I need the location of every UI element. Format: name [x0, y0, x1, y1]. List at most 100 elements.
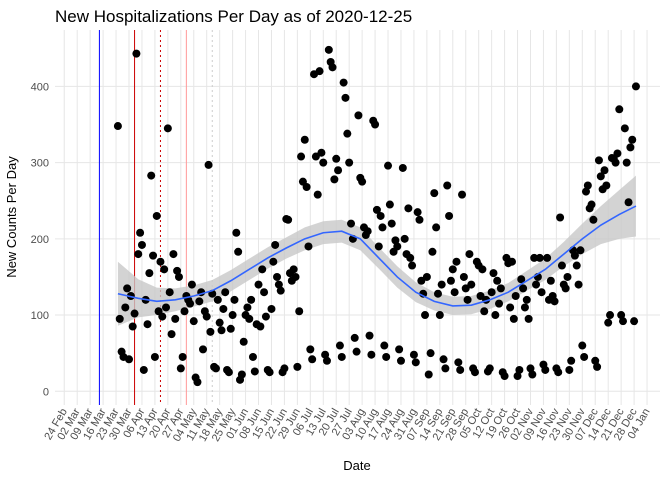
- point: [535, 253, 544, 262]
- point: [250, 367, 259, 376]
- point: [396, 356, 405, 365]
- point: [576, 246, 585, 255]
- point: [622, 158, 631, 167]
- point: [302, 183, 311, 192]
- point: [319, 158, 328, 167]
- point: [274, 280, 283, 289]
- point: [334, 166, 343, 175]
- point: [537, 288, 546, 297]
- point: [459, 272, 468, 281]
- point: [358, 177, 367, 186]
- point: [341, 93, 350, 102]
- point: [596, 172, 605, 181]
- point: [300, 135, 309, 144]
- point: [409, 350, 418, 359]
- point: [630, 317, 639, 326]
- point: [382, 352, 391, 361]
- point: [594, 156, 603, 165]
- point: [271, 240, 280, 249]
- point: [367, 350, 376, 359]
- point: [437, 280, 446, 289]
- point: [511, 292, 520, 301]
- point: [134, 250, 143, 259]
- point: [291, 272, 300, 281]
- point: [234, 247, 243, 256]
- point: [611, 158, 620, 167]
- point: [269, 257, 278, 266]
- point: [276, 286, 285, 295]
- point: [487, 288, 496, 297]
- point: [374, 242, 383, 251]
- point: [387, 219, 396, 228]
- point: [495, 299, 504, 308]
- point: [393, 242, 402, 251]
- point: [202, 312, 211, 321]
- point: [226, 324, 235, 333]
- point: [606, 311, 615, 320]
- point: [513, 372, 522, 381]
- point: [128, 322, 137, 331]
- point: [324, 45, 333, 54]
- point: [345, 158, 354, 167]
- point: [147, 171, 156, 180]
- point: [541, 365, 550, 374]
- point: [519, 284, 528, 293]
- point: [221, 288, 230, 297]
- point: [322, 356, 331, 365]
- point: [480, 307, 489, 316]
- point: [532, 280, 541, 289]
- point: [530, 253, 539, 262]
- point: [173, 266, 182, 275]
- point: [509, 314, 518, 323]
- point: [284, 215, 293, 224]
- point: [213, 295, 222, 304]
- point: [136, 228, 145, 237]
- point: [446, 276, 455, 285]
- point: [150, 352, 159, 361]
- point: [313, 190, 322, 199]
- point: [567, 356, 576, 365]
- point: [217, 326, 226, 335]
- point: [400, 234, 409, 243]
- point: [485, 364, 494, 373]
- point: [160, 265, 169, 274]
- point: [600, 166, 609, 175]
- point: [528, 370, 537, 379]
- point: [289, 265, 298, 274]
- point: [578, 341, 587, 350]
- point: [273, 272, 282, 281]
- point: [433, 289, 442, 298]
- point: [435, 311, 444, 320]
- point: [398, 163, 407, 172]
- point: [321, 350, 330, 359]
- point: [204, 160, 213, 169]
- point: [432, 223, 441, 232]
- point: [228, 311, 237, 320]
- point: [315, 67, 324, 76]
- point: [260, 288, 269, 297]
- point: [583, 181, 592, 190]
- point: [169, 250, 178, 259]
- point: [224, 368, 233, 377]
- point: [411, 358, 420, 367]
- point: [245, 314, 254, 323]
- point: [593, 362, 602, 371]
- point: [452, 257, 461, 266]
- point: [308, 355, 317, 364]
- point: [426, 349, 435, 358]
- point: [380, 341, 389, 350]
- smooth-line: [117, 205, 637, 307]
- y-tick-label: 400: [31, 81, 49, 93]
- point: [125, 355, 134, 364]
- point: [507, 257, 516, 266]
- point: [395, 345, 404, 354]
- point: [130, 309, 139, 318]
- point: [554, 368, 563, 377]
- point: [565, 365, 574, 374]
- point: [339, 78, 348, 87]
- point: [199, 345, 208, 354]
- point: [628, 135, 637, 144]
- point: [149, 251, 158, 260]
- point: [163, 124, 172, 133]
- point: [580, 352, 589, 361]
